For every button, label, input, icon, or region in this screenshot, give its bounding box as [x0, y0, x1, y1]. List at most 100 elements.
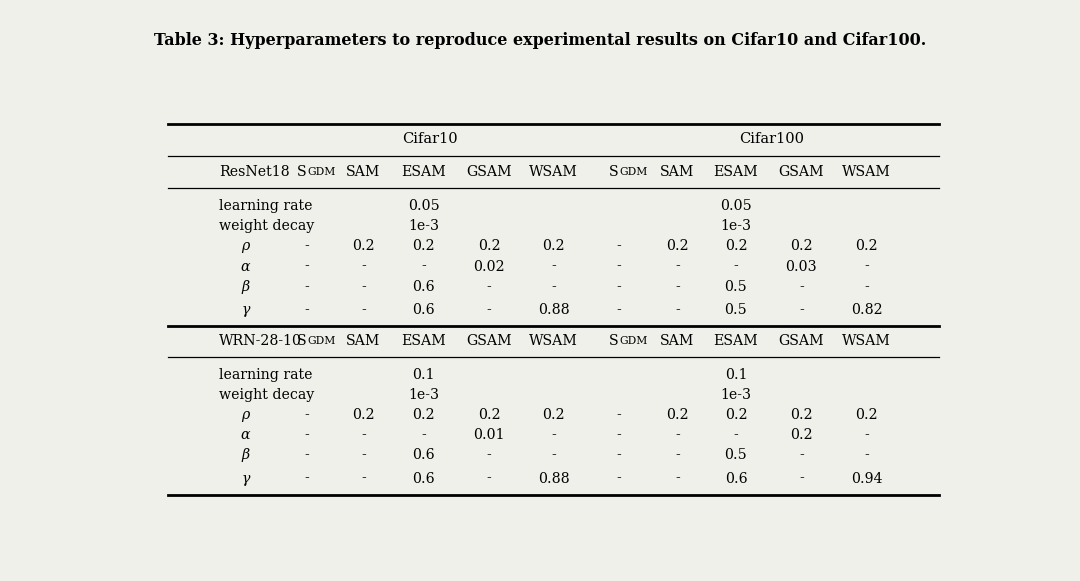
Text: -: - — [733, 428, 739, 442]
Text: GDM: GDM — [308, 336, 336, 346]
Text: WSAM: WSAM — [842, 334, 891, 348]
Text: 0.6: 0.6 — [413, 303, 435, 317]
Text: 0.05: 0.05 — [720, 199, 752, 213]
Text: -: - — [361, 279, 366, 293]
Text: -: - — [487, 303, 491, 317]
Text: 0.2: 0.2 — [789, 408, 812, 422]
Text: -: - — [617, 279, 621, 293]
Text: 0.5: 0.5 — [725, 279, 747, 293]
Text: α: α — [241, 428, 251, 442]
Text: ESAM: ESAM — [402, 165, 446, 179]
Text: -: - — [487, 279, 491, 293]
Text: -: - — [305, 279, 309, 293]
Text: SAM: SAM — [660, 165, 694, 179]
Text: -: - — [617, 408, 621, 422]
Text: ResNet18: ResNet18 — [218, 165, 289, 179]
Text: S: S — [297, 165, 307, 179]
Text: learning rate: learning rate — [218, 199, 312, 213]
Text: 0.88: 0.88 — [538, 303, 569, 317]
Text: GDM: GDM — [620, 167, 648, 177]
Text: SAM: SAM — [347, 334, 380, 348]
Text: 0.05: 0.05 — [408, 199, 440, 213]
Text: 0.2: 0.2 — [789, 428, 812, 442]
Text: weight decay: weight decay — [218, 219, 314, 234]
Text: -: - — [617, 472, 621, 486]
Text: 0.2: 0.2 — [477, 239, 500, 253]
Text: 0.6: 0.6 — [413, 472, 435, 486]
Text: 0.2: 0.2 — [666, 408, 689, 422]
Text: ESAM: ESAM — [714, 334, 758, 348]
Text: WSAM: WSAM — [842, 165, 891, 179]
Text: 1e-3: 1e-3 — [408, 388, 440, 402]
Text: ESAM: ESAM — [402, 334, 446, 348]
Text: WSAM: WSAM — [529, 165, 578, 179]
Text: GSAM: GSAM — [779, 334, 824, 348]
Text: 0.2: 0.2 — [413, 408, 435, 422]
Text: -: - — [675, 279, 679, 293]
Text: -: - — [421, 260, 427, 274]
Text: -: - — [675, 303, 679, 317]
Text: α: α — [241, 260, 251, 274]
Text: S: S — [609, 165, 619, 179]
Text: 0.1: 0.1 — [413, 368, 435, 382]
Text: S: S — [609, 334, 619, 348]
Text: γ: γ — [241, 303, 249, 317]
Text: GDM: GDM — [308, 167, 336, 177]
Text: SAM: SAM — [660, 334, 694, 348]
Text: SAM: SAM — [347, 165, 380, 179]
Text: Cifar100: Cifar100 — [740, 132, 805, 146]
Text: 0.2: 0.2 — [352, 408, 375, 422]
Text: -: - — [551, 449, 556, 462]
Text: 0.6: 0.6 — [725, 472, 747, 486]
Text: 0.88: 0.88 — [538, 472, 569, 486]
Text: -: - — [361, 260, 366, 274]
Text: β: β — [242, 449, 249, 462]
Text: -: - — [733, 260, 739, 274]
Text: 0.2: 0.2 — [477, 408, 500, 422]
Text: 0.2: 0.2 — [725, 239, 747, 253]
Text: -: - — [617, 449, 621, 462]
Text: ρ: ρ — [241, 239, 249, 253]
Text: 1e-3: 1e-3 — [720, 219, 752, 234]
Text: -: - — [487, 472, 491, 486]
Text: -: - — [305, 239, 309, 253]
Text: -: - — [864, 260, 869, 274]
Text: -: - — [551, 279, 556, 293]
Text: 0.2: 0.2 — [352, 239, 375, 253]
Text: -: - — [617, 239, 621, 253]
Text: -: - — [305, 472, 309, 486]
Text: -: - — [361, 449, 366, 462]
Text: 0.01: 0.01 — [473, 428, 504, 442]
Text: 0.2: 0.2 — [725, 408, 747, 422]
Text: -: - — [617, 428, 621, 442]
Text: GSAM: GSAM — [779, 165, 824, 179]
Text: -: - — [799, 449, 804, 462]
Text: -: - — [864, 449, 869, 462]
Text: 0.2: 0.2 — [542, 408, 565, 422]
Text: ESAM: ESAM — [714, 165, 758, 179]
Text: β: β — [242, 279, 249, 293]
Text: 0.2: 0.2 — [666, 239, 689, 253]
Text: -: - — [305, 260, 309, 274]
Text: 0.6: 0.6 — [413, 279, 435, 293]
Text: -: - — [421, 428, 427, 442]
Text: -: - — [617, 260, 621, 274]
Text: 1e-3: 1e-3 — [408, 219, 440, 234]
Text: -: - — [799, 472, 804, 486]
Text: GDM: GDM — [620, 336, 648, 346]
Text: -: - — [799, 279, 804, 293]
Text: -: - — [675, 428, 679, 442]
Text: 0.2: 0.2 — [855, 239, 878, 253]
Text: -: - — [864, 279, 869, 293]
Text: WRN-28-10: WRN-28-10 — [218, 334, 301, 348]
Text: Cifar10: Cifar10 — [402, 132, 458, 146]
Text: γ: γ — [241, 472, 249, 486]
Text: -: - — [305, 428, 309, 442]
Text: -: - — [675, 449, 679, 462]
Text: -: - — [305, 408, 309, 422]
Text: S: S — [297, 334, 307, 348]
Text: -: - — [675, 260, 679, 274]
Text: -: - — [799, 303, 804, 317]
Text: Table 3: Hyperparameters to reproduce experimental results on Cifar10 and Cifar1: Table 3: Hyperparameters to reproduce ex… — [153, 32, 927, 49]
Text: 0.2: 0.2 — [413, 239, 435, 253]
